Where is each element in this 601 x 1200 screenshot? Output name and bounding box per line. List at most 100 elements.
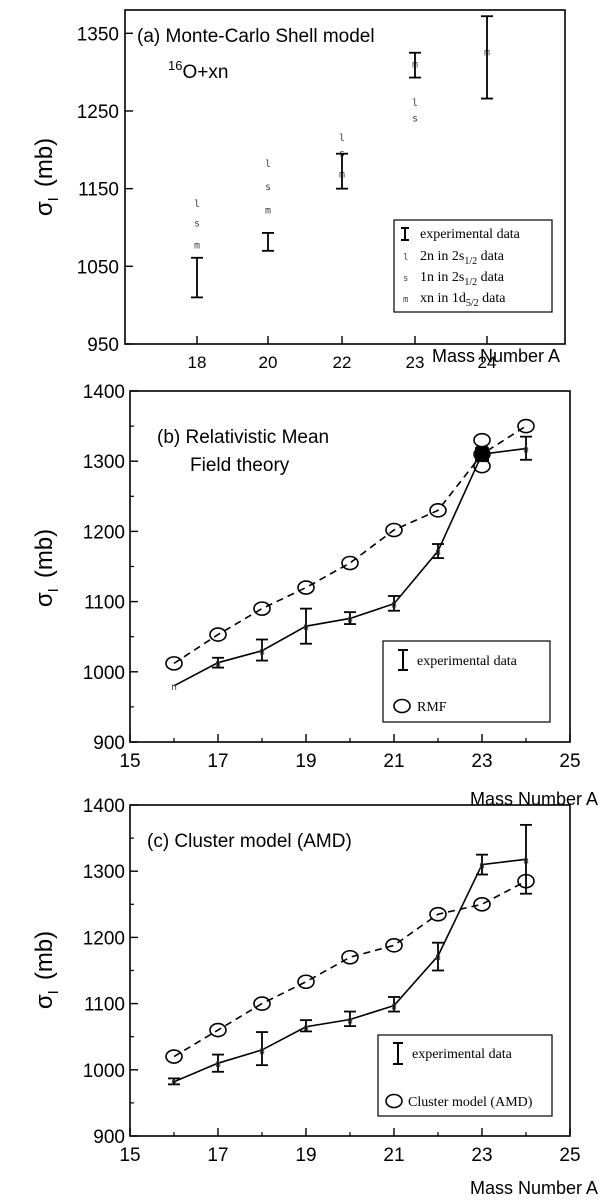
model-circle [473,896,491,912]
y-axis-label-unit: (mb) [31,529,58,578]
y-axis-label-sub: I [45,588,62,592]
model-circle [385,522,403,538]
subtitle-text: O+xn [182,62,228,83]
y-tick-label: 1150 [78,180,119,201]
x-tick-label: 17 [207,751,228,772]
marker-l: l [265,159,271,170]
legend-label-2n-sub: 1/2 [464,256,477,267]
legend-box [382,640,551,723]
model-circle [385,938,403,953]
experimental-marker: n [523,855,529,866]
x-tick-label: 23 [471,1145,492,1166]
y-tick-label: 1200 [83,522,125,543]
experimental-marker: n [391,600,397,611]
experimental-marker: n [523,445,529,456]
x-tick-label: 21 [383,751,404,772]
legend-label-experimental: experimental data [420,227,521,242]
model-dashed-line [173,880,527,1058]
experimental-marker: n [435,952,441,963]
y-axis-label: σI (mb) [31,931,62,1009]
y-tick-label: 1200 [83,928,125,949]
y-axis-label-main: σ [31,592,58,607]
legend: experimental data Cluster model (AMD) [377,1034,553,1117]
legend-label-2n-main: 2n in 2s [420,249,464,264]
legend-label-experimental: experimental data [417,654,518,669]
legend-label-rmf: RMF [417,700,447,715]
experimental-marker: n [303,622,309,633]
marker-s: s [265,182,271,193]
x-tick-label: 19 [295,1145,316,1166]
legend-label-1n-main: 1n in 2s [420,270,464,285]
experimental-marker: n [215,1059,221,1070]
panel-c-cluster: (c) Cluster model (AMD) σI (mb) Mass Numb… [31,796,598,1198]
experimental-marker: n [435,547,441,558]
experimental-marker: n [171,1078,177,1089]
y-axis-label-main: σ [31,994,58,1009]
legend-label-xn-suffix: data [479,291,507,306]
y-tick-label: 1250 [77,102,119,123]
model-circle [209,627,227,642]
y-tick-label: 1300 [83,452,125,473]
panel-title: (b) Relativistic Mean [157,427,329,448]
legend-label-1n-sub: 1/2 [464,277,477,288]
axis-ticks: 950 1050 1150 1250 1350 18 20 22 23 24 [77,24,497,372]
panel-title-line2: Field theory [190,455,290,476]
legend-circle-symbol [385,1093,403,1109]
y-axis-label-sub: I [45,197,62,201]
filled-square-marker [475,447,489,462]
model-circle [429,906,447,922]
y-tick-label: 1100 [84,995,125,1016]
y-tick-label: 1100 [84,593,125,614]
legend-label-experimental: experimental data [412,1047,513,1062]
x-tick-label: 22 [333,353,352,372]
legend-box [377,1034,553,1117]
y-axis-label: σI (mb) [31,529,62,607]
legend: experimental data l 2n in 2s1/2 data s 1… [393,219,553,313]
x-tick-label: 21 [383,1145,404,1166]
panel-title: (a) Monte-Carlo Shell model [137,26,375,47]
x-tick-label: 19 [295,751,316,772]
x-tick-label: 18 [188,353,207,372]
experimental-marker: n [215,659,221,670]
x-tick-label: 25 [559,1145,580,1166]
legend-label-2n: 2n in 2s1/2 data [420,249,505,267]
experimental-marker: n [259,647,265,658]
marker-l: l [194,199,200,210]
panel-title: (c) Cluster model (AMD) [147,831,352,852]
marker-s: s [412,114,418,125]
y-tick-label: 1000 [83,663,125,684]
legend-symbol-s: s [403,274,408,284]
experimental-marker: n [347,1015,353,1026]
experimental-marker: n [479,861,485,872]
model-circle [297,580,315,595]
y-tick-label: 1000 [83,1061,125,1082]
y-axis-label-unit: (mb) [31,138,58,187]
x-tick-label: 24 [478,353,497,372]
model-circle [341,555,359,571]
x-tick-label: 23 [406,353,425,372]
model-circle [253,601,271,616]
model-circle [253,996,271,1011]
legend-label-cluster: Cluster model (AMD) [408,1095,533,1110]
marker-m: m [265,205,271,216]
y-tick-label: 1050 [77,257,119,278]
legend-symbol-m: m [403,295,408,305]
x-axis-label: Mass Number A [470,1178,598,1198]
experimental-marker: n [347,614,353,625]
legend-box [393,219,553,313]
model-circle [209,1022,227,1038]
y-axis-label-sub: I [45,990,62,994]
legend-circle-symbol [393,698,411,714]
experimental-marker: n [391,1002,397,1013]
model-circle [429,503,447,518]
model-circle [165,656,183,671]
model-dashed-line [173,425,527,665]
data-marks: llllssssmmmmm [191,15,493,299]
legend-symbol-l: l [403,253,408,263]
y-axis-label: σI (mb) [31,138,62,216]
x-axis-label: Mass Number A [432,346,560,366]
y-tick-label: 1300 [83,862,125,883]
